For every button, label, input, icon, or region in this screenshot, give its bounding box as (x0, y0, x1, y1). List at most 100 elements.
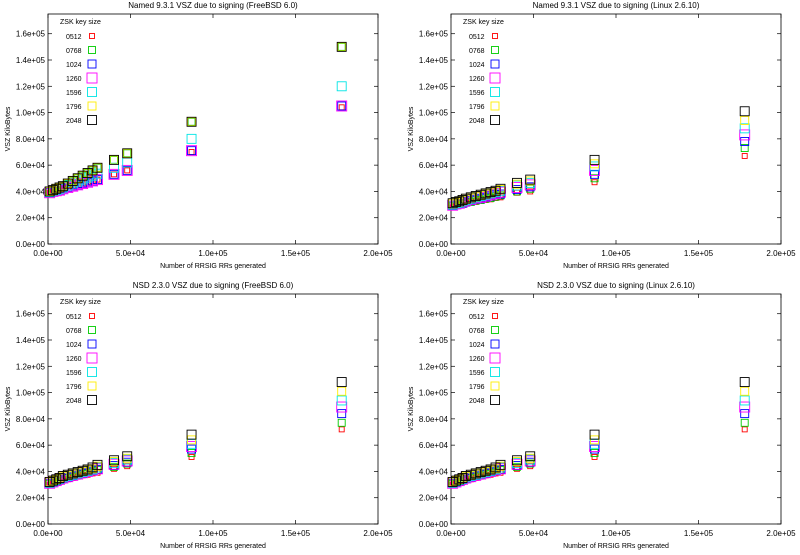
data-point (123, 149, 132, 158)
data-point (527, 188, 534, 195)
legend-label: 2048 (66, 118, 82, 125)
data-point (590, 435, 600, 445)
legend-label: 1024 (469, 62, 485, 69)
data-point (337, 418, 346, 427)
data-point (447, 198, 458, 209)
data-point (741, 152, 748, 159)
data-point (451, 476, 461, 486)
legend: ZSK key size 0512 0768 1024 1260 1596 1796 2048 (463, 19, 504, 125)
data-point (590, 159, 600, 169)
y-tick-label: 4.0e+04 (16, 467, 46, 476)
data-point (122, 451, 133, 462)
data-point (589, 164, 601, 176)
legend-label: 1796 (66, 104, 82, 111)
data-point (590, 169, 600, 179)
legend-marker (489, 72, 501, 84)
data-point (512, 179, 522, 189)
y-tick-label: 1.2e+05 (419, 82, 449, 91)
legend-marker (490, 339, 500, 349)
data-point (337, 409, 347, 419)
y-tick-label: 6.0e+04 (419, 161, 449, 170)
data-point (457, 473, 468, 483)
data-point (475, 467, 486, 478)
legend-marker (89, 33, 95, 39)
legend-label: 1796 (469, 104, 485, 111)
data-point (740, 409, 750, 419)
data-point (121, 164, 133, 176)
data-point (57, 471, 68, 481)
data-point (512, 185, 522, 194)
data-point (337, 101, 347, 111)
x-tick-label: 5.0e+04 (116, 529, 146, 538)
legend-label: 0768 (469, 48, 485, 55)
data-point (72, 173, 83, 184)
y-tick-label: 1.4e+05 (419, 336, 449, 345)
data-point (186, 145, 198, 157)
chart-title: NSD 2.3.0 VSZ due to signing (FreeBSD 6.… (133, 281, 294, 290)
data-point (739, 401, 751, 413)
data-point (740, 116, 750, 125)
data-point (490, 462, 501, 473)
legend: ZSK key size 0512 0768 1024 1260 1596 1796 2048 (60, 299, 101, 405)
legend-marker (87, 87, 97, 97)
data-point (188, 149, 195, 155)
legend-label: 0512 (469, 34, 485, 41)
data-point (526, 459, 535, 468)
y-tick-label: 1.0e+05 (419, 389, 449, 398)
legend-label: 1024 (66, 62, 82, 69)
legend: ZSK key size 0512 0768 1024 1260 1596 1796 2048 (60, 19, 101, 125)
legend-label: 1260 (66, 356, 82, 363)
legend-title: ZSK key size (463, 299, 504, 306)
legend-label: 1596 (469, 90, 485, 97)
legend-label: 1596 (66, 90, 82, 97)
x-tick-label: 0.0e+00 (33, 529, 63, 538)
data-point (44, 186, 55, 197)
y-axis-label: VSZ KiloBytes (408, 106, 415, 151)
data-point (48, 476, 58, 486)
y-tick-label: 1.2e+05 (419, 362, 449, 371)
data-point (525, 182, 535, 192)
legend-label: 0768 (66, 328, 82, 335)
data-point (186, 441, 198, 452)
data-point (480, 465, 491, 476)
y-tick-label: 2.0e+04 (419, 214, 449, 223)
series-2048 (447, 377, 750, 487)
y-tick-label: 8.0e+04 (419, 415, 449, 424)
legend-label: 1024 (66, 342, 82, 349)
legend-marker (490, 115, 500, 125)
data-point (109, 155, 119, 165)
legend-marker (491, 326, 499, 334)
data-point (589, 429, 600, 440)
y-tick-label: 1.6e+05 (419, 30, 449, 39)
data-point (490, 185, 501, 196)
data-point (186, 116, 197, 127)
data-point (491, 464, 501, 474)
legend-marker (492, 33, 498, 39)
data-point (44, 476, 55, 487)
y-tick-label: 0.0e+00 (419, 520, 449, 529)
x-tick-label: 1.5e+05 (684, 529, 714, 538)
y-tick-label: 8.0e+04 (419, 135, 449, 144)
data-point (475, 189, 486, 200)
y-tick-label: 1.2e+05 (16, 362, 46, 371)
x-tick-label: 1.5e+05 (281, 249, 311, 258)
data-point (109, 162, 119, 173)
data-point (525, 176, 535, 186)
chart-title: NSD 2.3.0 VSZ due to signing (Linux 2.6.… (537, 281, 695, 290)
data-point (336, 395, 347, 406)
data-point (109, 455, 119, 466)
data-point (589, 154, 600, 165)
data-point (448, 477, 458, 487)
legend-label: 1796 (66, 384, 82, 391)
y-axis-label: VSZ KiloBytes (5, 106, 12, 151)
data-point (186, 429, 197, 440)
legend-label: 0512 (66, 34, 82, 41)
data-point (82, 168, 93, 178)
legend-label: 1596 (469, 370, 485, 377)
chart-title: Named 9.3.1 VSZ due to signing (Linux 2.… (533, 1, 700, 10)
legend-label: 0512 (66, 314, 82, 321)
x-tick-label: 1.0e+05 (198, 529, 228, 538)
chart-panel-4: NSD 2.3.0 VSZ due to signing (Linux 2.6.… (408, 281, 796, 550)
legend-marker (87, 381, 97, 391)
